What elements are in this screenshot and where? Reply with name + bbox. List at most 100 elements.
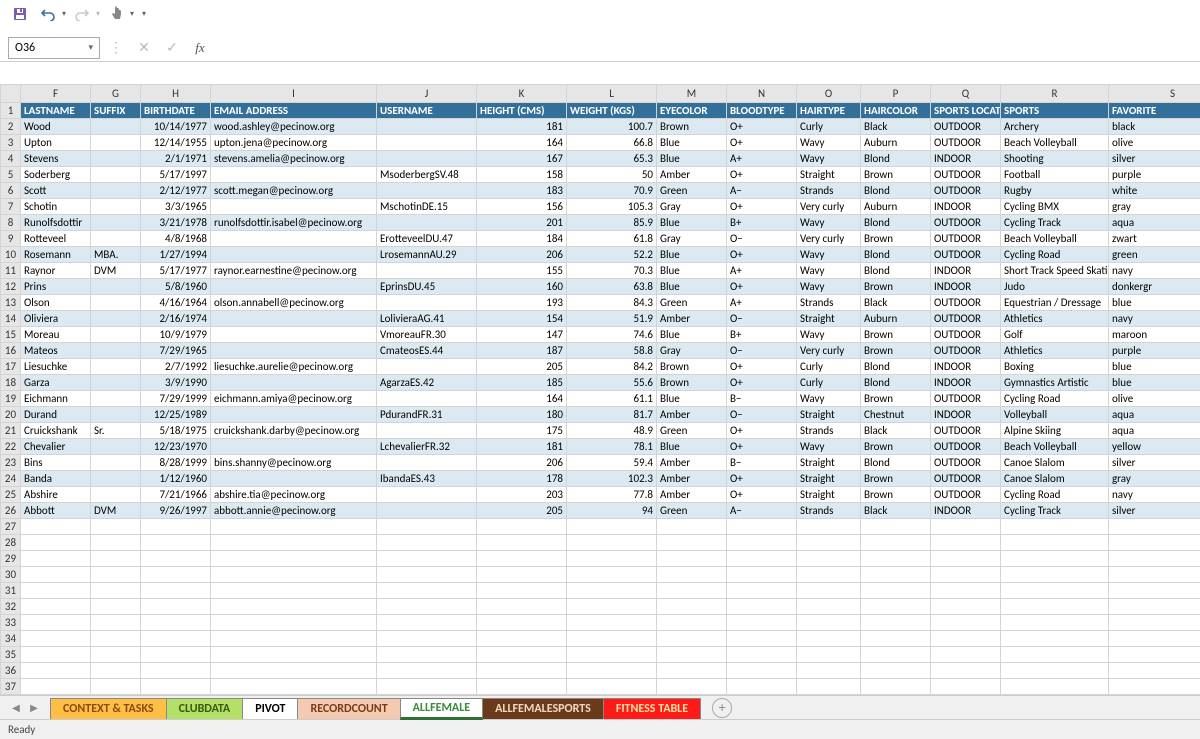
cell[interactable] (657, 679, 727, 695)
cell[interactable]: 5/8/1960 (141, 279, 211, 295)
cell[interactable]: Blue (657, 263, 727, 279)
table-header-cell[interactable]: USERNAME (377, 103, 477, 119)
select-all-corner[interactable] (1, 85, 21, 103)
cell[interactable]: Amber (657, 407, 727, 423)
cell[interactable] (797, 567, 861, 583)
cell[interactable]: 5/18/1975 (141, 423, 211, 439)
cell[interactable]: Abbott (21, 503, 91, 519)
cell[interactable]: 178 (477, 471, 567, 487)
cell[interactable]: 167 (477, 151, 567, 167)
cell[interactable]: 206 (477, 455, 567, 471)
cell[interactable] (91, 487, 141, 503)
cell[interactable] (211, 471, 377, 487)
row-header[interactable]: 4 (1, 151, 21, 167)
cell[interactable] (861, 599, 931, 615)
cell[interactable] (1001, 599, 1109, 615)
cell[interactable]: Beach Volleyball (1001, 135, 1109, 151)
cell[interactable] (567, 567, 657, 583)
cell[interactable]: Raynor (21, 263, 91, 279)
cell[interactable] (727, 535, 797, 551)
cell[interactable]: 81.7 (567, 407, 657, 423)
column-header[interactable]: K (477, 85, 567, 103)
cell[interactable]: Brown (861, 231, 931, 247)
cell[interactable] (1109, 599, 1200, 615)
cell[interactable]: OUTDOOR (931, 247, 1001, 263)
cell[interactable]: O− (727, 231, 797, 247)
cell[interactable]: Scott (21, 183, 91, 199)
cell[interactable] (377, 615, 477, 631)
cell[interactable] (211, 231, 377, 247)
cell[interactable]: Wavy (797, 391, 861, 407)
cell[interactable]: 8/28/1999 (141, 455, 211, 471)
cell[interactable]: O+ (727, 439, 797, 455)
cell[interactable]: blue (1109, 295, 1200, 311)
cell[interactable]: Canoe Slalom (1001, 471, 1109, 487)
cell[interactable]: INDOOR (931, 199, 1001, 215)
cell[interactable] (657, 551, 727, 567)
cell[interactable]: 10/14/1977 (141, 119, 211, 135)
cell[interactable]: 74.6 (567, 327, 657, 343)
cell[interactable] (211, 407, 377, 423)
cell[interactable] (377, 583, 477, 599)
cell[interactable]: 183 (477, 183, 567, 199)
name-box[interactable]: O36 ▾ (8, 37, 100, 59)
row-header[interactable]: 32 (1, 599, 21, 615)
cell[interactable]: IbandaES.43 (377, 471, 477, 487)
cell[interactable] (1001, 583, 1109, 599)
cell[interactable] (797, 535, 861, 551)
cell[interactable]: 61.8 (567, 231, 657, 247)
cell[interactable]: Curly (797, 119, 861, 135)
row-header[interactable]: 30 (1, 567, 21, 583)
cell[interactable]: silver (1109, 455, 1200, 471)
cell[interactable]: 1/12/1960 (141, 471, 211, 487)
cell[interactable]: Blue (657, 247, 727, 263)
cell[interactable]: 4/8/1968 (141, 231, 211, 247)
cell[interactable]: 61.1 (567, 391, 657, 407)
cell[interactable] (91, 407, 141, 423)
cell[interactable]: 102.3 (567, 471, 657, 487)
cell[interactable]: 156 (477, 199, 567, 215)
cell[interactable]: Wavy (797, 151, 861, 167)
cell[interactable] (1001, 663, 1109, 679)
cell[interactable]: Athletics (1001, 343, 1109, 359)
cell[interactable]: MsoderbergSV.48 (377, 167, 477, 183)
cell[interactable]: A+ (727, 295, 797, 311)
cell[interactable] (931, 615, 1001, 631)
cell[interactable]: Green (657, 423, 727, 439)
cell[interactable]: 78.1 (567, 439, 657, 455)
cell[interactable]: O+ (727, 375, 797, 391)
cell[interactable]: 5/17/1997 (141, 167, 211, 183)
cell[interactable]: zwart (1109, 231, 1200, 247)
cell[interactable] (141, 519, 211, 535)
row-header[interactable]: 35 (1, 647, 21, 663)
table-header-cell[interactable]: BLOODTYPE (727, 103, 797, 119)
cell[interactable]: gray (1109, 471, 1200, 487)
cell[interactable]: Alpine Skiing (1001, 423, 1109, 439)
cell[interactable]: 52.2 (567, 247, 657, 263)
cell[interactable]: 2/7/1992 (141, 359, 211, 375)
cell[interactable] (567, 599, 657, 615)
cell[interactable]: Amber (657, 471, 727, 487)
cell[interactable]: 3/3/1965 (141, 199, 211, 215)
cell[interactable]: aqua (1109, 407, 1200, 423)
cell[interactable]: olive (1109, 391, 1200, 407)
cell[interactable]: 7/29/1999 (141, 391, 211, 407)
cell[interactable]: black (1109, 119, 1200, 135)
cell[interactable]: 1/27/1994 (141, 247, 211, 263)
cell[interactable]: DVM (91, 503, 141, 519)
cell[interactable]: PdurandFR.31 (377, 407, 477, 423)
cell[interactable] (931, 535, 1001, 551)
cell[interactable]: stevens.amelia@pecinow.org (211, 151, 377, 167)
cell[interactable]: Sr. (91, 423, 141, 439)
cell[interactable]: 94 (567, 503, 657, 519)
cell[interactable] (91, 535, 141, 551)
cell[interactable] (1001, 567, 1109, 583)
cell[interactable]: 203 (477, 487, 567, 503)
cell[interactable] (861, 551, 931, 567)
cell[interactable]: A− (727, 183, 797, 199)
cell[interactable]: O+ (727, 167, 797, 183)
cell[interactable] (657, 615, 727, 631)
cell[interactable]: Bins (21, 455, 91, 471)
cell[interactable] (931, 599, 1001, 615)
sheet-nav-prev[interactable]: ◀ (8, 700, 24, 716)
